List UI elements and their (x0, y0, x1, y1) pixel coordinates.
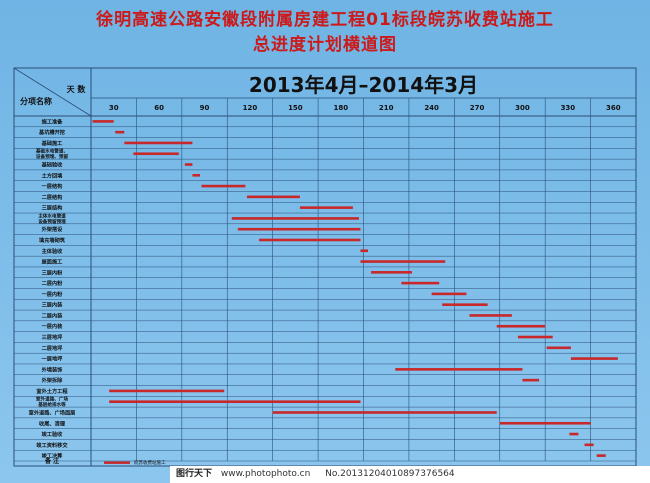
task-name: 填充墙砌筑 (39, 236, 66, 244)
gantt-bar (522, 378, 540, 382)
gantt-bar (596, 454, 606, 457)
task-name: 二层结构 (42, 193, 63, 201)
x-tick-label: 30 (109, 104, 119, 112)
notes-label: 备 注 (44, 457, 59, 465)
task-name: 收尾、清理 (39, 419, 66, 427)
task-name: 三层结构 (42, 204, 63, 212)
task-name: 室外道路、广场基层给排水等 (36, 396, 69, 408)
legend-label: 皖苏收费站施工 (134, 459, 166, 466)
gantt-bar (360, 249, 369, 253)
x-tick-label: 270 (470, 104, 485, 112)
task-name: 外架拆除 (42, 376, 64, 384)
x-tick-label: 120 (243, 104, 258, 112)
task-name: 一层结构 (42, 182, 63, 190)
chart-title-line2: 总进度计划横道图 (253, 35, 397, 55)
task-name: 竣工资料移交 (36, 441, 68, 449)
task-name: 土方回填 (42, 171, 64, 179)
task-name: 外架搭设 (42, 225, 64, 233)
task-name: 一层地坪 (42, 355, 64, 363)
header-days-label: 天 数 (67, 84, 87, 94)
gantt-bar (371, 271, 412, 274)
gantt-bar (272, 411, 497, 414)
watermark-code: No.20131204010897376564 (325, 469, 455, 479)
gantt-bar (570, 357, 618, 360)
gantt-bar (109, 389, 225, 393)
task-name: 一层内粉 (42, 290, 64, 298)
task-name: 基础施工 (41, 139, 64, 147)
task-name: 二层内粉 (42, 279, 64, 287)
gantt-bar (133, 152, 179, 156)
gantt-bar (201, 184, 246, 188)
task-name: 二层内装 (42, 311, 64, 319)
gantt-bar (231, 217, 359, 220)
gantt-bar (584, 443, 594, 447)
task-name: 室外道路、广场面层 (29, 408, 76, 416)
task-name: 一层内装 (42, 322, 64, 330)
x-tick-label: 360 (606, 104, 621, 112)
x-tick-label: 60 (154, 104, 164, 112)
watermark-logo: 图行天下 (176, 469, 213, 479)
header-diagonal (13, 67, 92, 117)
legend-swatch (104, 461, 130, 464)
x-tick-label: 210 (379, 104, 394, 112)
task-name: 基础水电管道、设备预埋、预留 (35, 148, 69, 160)
chart-title-line1: 徐明高速公路安徽段附属房建工程01标段皖苏收费站施工 (96, 10, 554, 30)
gantt-bar (299, 206, 353, 209)
task-name: 外墙装饰 (42, 365, 63, 373)
watermark-url: www.photophoto.cn (220, 469, 311, 479)
gantt-bar (569, 432, 579, 436)
gantt-bar (496, 324, 546, 328)
task-name: 主体水电管道设备预留预埋 (38, 212, 66, 224)
x-tick-label: 150 (288, 104, 303, 112)
task-name: 基坑槽开挖 (38, 128, 66, 136)
task-name: 主体验收 (42, 247, 64, 255)
x-tick-label: 330 (561, 104, 576, 112)
gantt-bar (115, 130, 125, 134)
task-name: 三层内装 (42, 301, 64, 309)
gantt-bar (517, 335, 553, 339)
gantt-bar (469, 314, 512, 317)
task-name: 二层地坪 (42, 344, 64, 352)
period-title: 2013年4月–2014年3月 (249, 73, 478, 97)
gantt-bar (442, 303, 488, 306)
gantt-bar (237, 227, 361, 231)
x-tick-label: 90 (200, 104, 210, 112)
gantt-bar (92, 120, 114, 123)
header-item-label: 分项名称 (20, 96, 52, 106)
task-name: 竣工决算 (42, 452, 64, 460)
task-name: 基础验收 (41, 161, 64, 169)
gantt-bar (360, 260, 446, 263)
gantt-bar (546, 346, 571, 350)
task-name: 三层内粉 (42, 268, 64, 276)
gantt-bar (395, 368, 523, 371)
gantt-bar (192, 173, 200, 177)
task-name: 竣工验收 (42, 430, 64, 438)
gantt-bar (246, 195, 300, 199)
task-name: 三层地坪 (42, 333, 64, 341)
x-tick-label: 180 (333, 104, 348, 112)
gantt-bar (431, 292, 467, 296)
gantt-bar (259, 238, 361, 242)
task-name: 室外土方工程 (36, 387, 68, 395)
gantt-bar (109, 400, 361, 404)
task-name: 施工准备 (42, 117, 64, 125)
x-tick-label: 240 (424, 104, 439, 112)
gantt-bar (401, 281, 440, 285)
gantt-bar (124, 141, 193, 145)
gantt-bar (184, 163, 193, 166)
x-tick-label: 300 (515, 104, 530, 112)
watermark-bar: 图行天下 www.photophoto.cn No.20131204010897… (170, 466, 650, 483)
task-name: 屋面施工 (42, 258, 64, 266)
gantt-bar (499, 421, 591, 425)
